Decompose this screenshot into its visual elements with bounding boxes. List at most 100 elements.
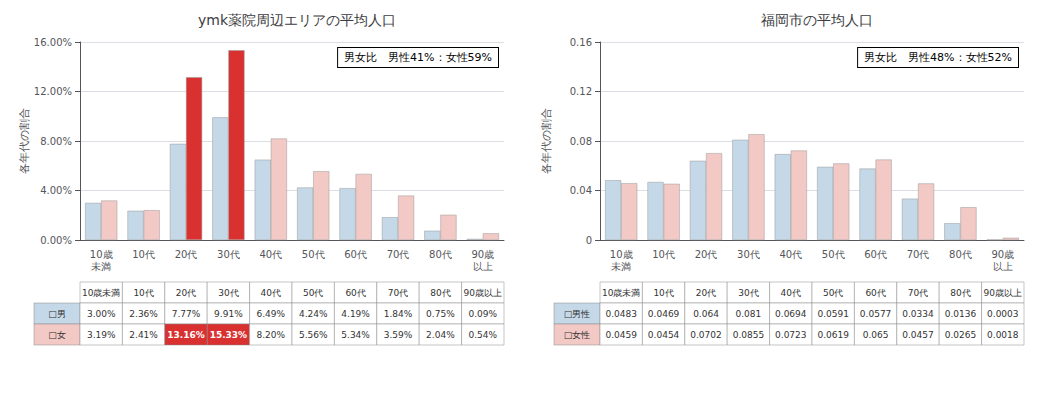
svg-text:4.19%: 4.19% [341, 309, 370, 319]
svg-text:□女性: □女性 [564, 330, 591, 340]
svg-text:13.16%: 13.16% [167, 330, 205, 340]
svg-text:0.0459: 0.0459 [605, 330, 637, 340]
svg-text:6.49%: 6.49% [257, 309, 286, 319]
svg-text:5.34%: 5.34% [341, 330, 370, 340]
svg-text:0.08: 0.08 [570, 136, 592, 147]
svg-text:80代: 80代 [950, 288, 970, 298]
svg-text:50代: 50代 [303, 288, 323, 298]
svg-text:20代: 20代 [175, 249, 198, 260]
svg-text:0.0469: 0.0469 [648, 309, 680, 319]
svg-text:60代: 60代 [345, 288, 365, 298]
svg-text:60代: 60代 [864, 249, 887, 260]
svg-text:10代: 10代 [133, 288, 153, 298]
svg-text:10歳未満: 10歳未満 [82, 288, 120, 298]
svg-text:福岡市の平均人口: 福岡市の平均人口 [761, 12, 873, 28]
svg-text:0.065: 0.065 [863, 330, 889, 340]
svg-text:50代: 50代 [822, 249, 845, 260]
svg-text:0.0723: 0.0723 [775, 330, 807, 340]
svg-text:0.0619: 0.0619 [817, 330, 849, 340]
svg-text:90歳以上: 90歳以上 [984, 288, 1022, 298]
svg-text:3.19%: 3.19% [87, 330, 116, 340]
svg-text:□男: □男 [48, 309, 66, 319]
svg-text:70代: 70代 [908, 288, 928, 298]
svg-text:ymk薬院周辺エリアの平均人口: ymk薬院周辺エリアの平均人口 [198, 12, 396, 28]
svg-text:15.33%: 15.33% [210, 330, 248, 340]
svg-text:0.0265: 0.0265 [945, 330, 977, 340]
svg-text:1.84%: 1.84% [384, 309, 413, 319]
svg-text:30代: 30代 [218, 288, 238, 298]
svg-text:0.0483: 0.0483 [605, 309, 637, 319]
svg-text:0.0334: 0.0334 [902, 309, 934, 319]
svg-text:20代: 20代 [176, 288, 196, 298]
svg-text:0.0591: 0.0591 [817, 309, 849, 319]
svg-text:以上: 以上 [993, 261, 1013, 272]
svg-text:0.064: 0.064 [693, 309, 719, 319]
svg-text:3.00%: 3.00% [87, 309, 116, 319]
svg-text:9.91%: 9.91% [214, 309, 243, 319]
svg-text:男女比 男性48%：女性52%: 男女比 男性48%：女性52% [864, 51, 1012, 64]
svg-text:40代: 40代 [261, 288, 281, 298]
svg-text:40代: 40代 [781, 288, 801, 298]
svg-text:未満: 未満 [91, 261, 111, 272]
svg-text:10代: 10代 [652, 249, 675, 260]
svg-text:10代: 10代 [132, 249, 155, 260]
svg-text:12.00%: 12.00% [34, 86, 72, 97]
svg-text:□女: □女 [48, 330, 66, 340]
svg-text:0.16: 0.16 [570, 37, 592, 48]
svg-text:5.56%: 5.56% [299, 330, 328, 340]
svg-text:4.00%: 4.00% [40, 185, 72, 196]
svg-text:0: 0 [586, 235, 592, 246]
svg-text:2.04%: 2.04% [426, 330, 455, 340]
svg-text:20代: 20代 [695, 249, 718, 260]
svg-text:16.00%: 16.00% [34, 37, 72, 48]
svg-text:50代: 50代 [823, 288, 843, 298]
svg-text:0.09%: 0.09% [469, 309, 498, 319]
svg-text:各年代の割合: 各年代の割合 [540, 108, 553, 174]
svg-text:10代: 10代 [653, 288, 673, 298]
svg-text:0.0457: 0.0457 [902, 330, 934, 340]
svg-text:40代: 40代 [259, 249, 282, 260]
svg-text:20代: 20代 [696, 288, 716, 298]
svg-text:10歳未満: 10歳未満 [602, 288, 640, 298]
svg-text:□男性: □男性 [564, 309, 591, 319]
svg-text:0.54%: 0.54% [469, 330, 498, 340]
svg-text:90歳: 90歳 [991, 249, 1014, 260]
svg-text:0.0136: 0.0136 [945, 309, 977, 319]
svg-text:90歳: 90歳 [471, 249, 494, 260]
svg-text:2.36%: 2.36% [129, 309, 158, 319]
svg-text:0.081: 0.081 [736, 309, 762, 319]
svg-text:0.0577: 0.0577 [860, 309, 892, 319]
svg-text:40代: 40代 [779, 249, 802, 260]
svg-text:0.0855: 0.0855 [733, 330, 765, 340]
svg-text:10歳: 10歳 [610, 249, 633, 260]
svg-text:0.0018: 0.0018 [987, 330, 1019, 340]
svg-text:80代: 80代 [430, 288, 450, 298]
svg-text:0.00%: 0.00% [40, 235, 72, 246]
svg-text:男女比 男性41%：女性59%: 男女比 男性41%：女性59% [344, 51, 492, 64]
svg-text:80代: 80代 [949, 249, 972, 260]
svg-text:90歳以上: 90歳以上 [464, 288, 502, 298]
svg-text:2.41%: 2.41% [129, 330, 158, 340]
svg-text:0.04: 0.04 [570, 185, 592, 196]
svg-text:0.12: 0.12 [570, 86, 592, 97]
svg-text:未満: 未満 [611, 261, 631, 272]
svg-text:30代: 30代 [217, 249, 240, 260]
svg-text:7.77%: 7.77% [172, 309, 201, 319]
svg-text:0.0003: 0.0003 [987, 309, 1019, 319]
svg-text:80代: 80代 [429, 249, 452, 260]
svg-text:0.0454: 0.0454 [648, 330, 680, 340]
svg-text:30代: 30代 [738, 288, 758, 298]
svg-text:0.75%: 0.75% [426, 309, 455, 319]
svg-text:10歳: 10歳 [90, 249, 113, 260]
svg-text:8.20%: 8.20% [257, 330, 286, 340]
svg-text:50代: 50代 [302, 249, 325, 260]
svg-text:3.59%: 3.59% [384, 330, 413, 340]
svg-text:8.00%: 8.00% [40, 136, 72, 147]
svg-text:0.0694: 0.0694 [775, 309, 807, 319]
svg-text:以上: 以上 [473, 261, 493, 272]
svg-text:60代: 60代 [865, 288, 885, 298]
svg-text:30代: 30代 [737, 249, 760, 260]
svg-text:各年代の割合: 各年代の割合 [18, 108, 31, 174]
svg-text:0.0702: 0.0702 [690, 330, 722, 340]
svg-text:70代: 70代 [387, 249, 410, 260]
